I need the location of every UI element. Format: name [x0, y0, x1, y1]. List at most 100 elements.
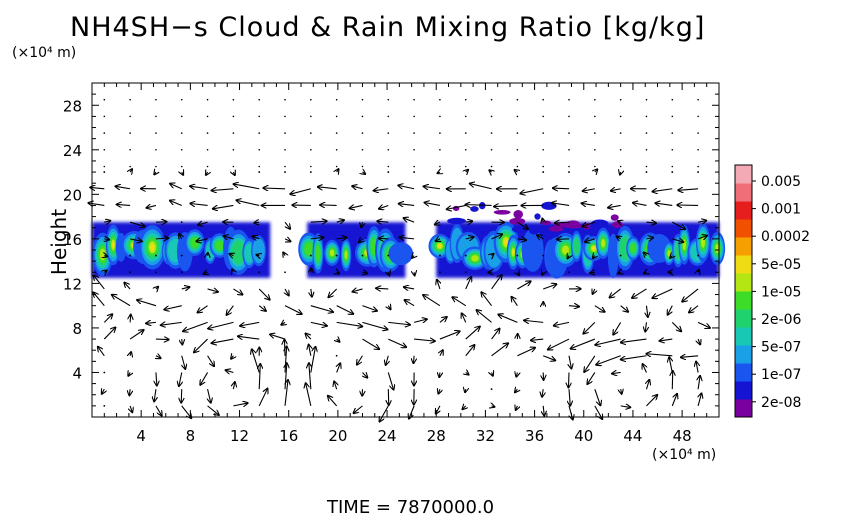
wind-vector [206, 172, 208, 175]
wind-vector [328, 396, 338, 407]
wind-vector [320, 205, 337, 206]
wind-vector [124, 283, 131, 290]
vector-dot [361, 115, 364, 118]
wind-vector [494, 205, 518, 206]
wind-vector [672, 221, 685, 229]
wind-vector [595, 338, 621, 345]
wind-vector [207, 289, 218, 292]
wind-vector [212, 338, 234, 343]
vector-dot [361, 98, 364, 101]
vector-dot [387, 115, 390, 118]
wind-vector [489, 170, 491, 172]
wind-vector [646, 354, 673, 356]
wind-vector [405, 300, 415, 307]
wind-vector [259, 364, 260, 390]
wind-vector [154, 172, 156, 174]
wind-vector [621, 338, 647, 342]
wind-vector [399, 237, 415, 239]
wind-vector [336, 305, 354, 314]
plot-area [92, 201, 726, 279]
vector-dot [542, 171, 545, 173]
vector-dot [258, 271, 261, 274]
wind-vector [557, 239, 570, 240]
wind-vector [512, 297, 518, 306]
vector-dot [335, 132, 338, 134]
vector-dot [155, 132, 157, 134]
wind-vector [181, 287, 190, 289]
vector-dot [464, 132, 467, 134]
cloud-blob [512, 249, 515, 255]
vector-dot [258, 165, 261, 168]
vector-dot [335, 165, 338, 168]
cloud-blob [437, 244, 442, 248]
vector-dot [490, 115, 493, 118]
wind-vector [311, 288, 312, 297]
wind-vector [568, 372, 569, 387]
wind-vector [555, 222, 570, 223]
wind-vector [362, 338, 379, 349]
vector-dot [284, 115, 286, 118]
colorbar-swatch [735, 291, 752, 310]
vector-dot [594, 165, 596, 168]
x-tick-label: 24 [378, 427, 397, 445]
cloud-blob [150, 243, 155, 251]
wind-vector [587, 372, 596, 384]
wind-vector [491, 343, 509, 357]
wind-vector [207, 355, 214, 366]
vector-dot [439, 149, 441, 151]
vector-dot [490, 132, 493, 134]
wind-vector [466, 170, 468, 172]
wind-vector [425, 203, 441, 206]
vector-dot [155, 254, 157, 257]
wind-vector [465, 345, 475, 357]
wind-vector [283, 252, 285, 255]
wind-vector [466, 372, 469, 374]
vector-dot [542, 132, 544, 134]
wind-vector [352, 186, 363, 189]
wind-vector [207, 405, 219, 415]
wind-vector [438, 172, 440, 173]
vector-dot [413, 115, 415, 118]
wind-vector [697, 221, 706, 223]
wind-vector [284, 305, 302, 314]
wind-vector [543, 405, 544, 416]
wind-vector [404, 218, 415, 223]
wind-vector [155, 339, 169, 340]
cloud-blob [315, 245, 321, 262]
wind-vector [465, 221, 472, 222]
cloud-blob [715, 244, 720, 253]
wind-vector [617, 237, 621, 239]
cloud-wisp [548, 226, 564, 232]
wind-vector [682, 288, 699, 302]
vector-dot [258, 98, 261, 101]
cloud-blob [630, 243, 636, 254]
wind-vector [618, 221, 621, 222]
wind-vector [226, 370, 234, 372]
wind-vector [362, 305, 376, 311]
y-tick-label: 24 [63, 142, 82, 160]
wind-vector [112, 295, 131, 307]
cloud-wisp [470, 206, 479, 212]
vector-dot [129, 149, 131, 151]
vector-dot [542, 165, 544, 168]
wind-vector [646, 380, 649, 390]
wind-vector [257, 255, 260, 256]
vector-dot [619, 132, 622, 134]
wind-vector [233, 382, 234, 390]
wind-vector [285, 347, 287, 373]
vector-dot [129, 165, 131, 168]
wind-vector [310, 305, 333, 312]
cloud-wisp [493, 209, 511, 215]
wind-vector [377, 221, 389, 222]
vector-dot [103, 404, 106, 407]
cloud-blob [504, 238, 509, 246]
wind-vector [198, 222, 208, 225]
wind-vector [645, 322, 646, 331]
cloud-wisp [476, 227, 488, 236]
vector-dot [490, 149, 493, 151]
colorbar-swatch [735, 399, 752, 418]
wind-vector [254, 222, 259, 223]
wind-vector [285, 239, 291, 242]
